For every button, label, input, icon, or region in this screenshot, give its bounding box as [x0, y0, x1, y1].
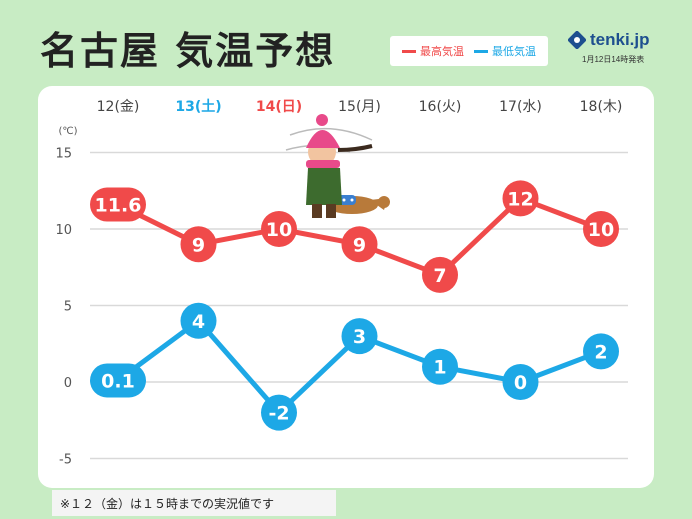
data-label: 7 — [433, 265, 446, 287]
x-tick-label: 12(金) — [97, 99, 140, 115]
y-tick-label: -5 — [59, 453, 72, 468]
legend-low-swatch — [474, 49, 488, 53]
page-title: 名古屋 気温予想 — [40, 29, 336, 73]
data-label: 10 — [266, 219, 292, 241]
footnote: ※１２（金）は１５時までの実況値です — [52, 490, 336, 516]
girl-with-dog-in-wind-icon — [285, 114, 390, 218]
data-point — [90, 187, 146, 222]
tenki-logo-icon — [568, 31, 586, 49]
y-tick-label: 0 — [64, 376, 72, 391]
legend-low-label: 最低気温 — [492, 45, 536, 58]
data-point — [502, 180, 539, 217]
legend-high: 最高気温 — [402, 43, 464, 59]
y-unit-label: (℃) — [58, 126, 77, 137]
x-tick-label: 14(日) — [256, 99, 302, 115]
y-tick-label: 15 — [55, 147, 72, 162]
y-tick-label: 5 — [64, 300, 72, 315]
data-point — [180, 226, 217, 263]
data-point — [180, 302, 217, 339]
brand-name: tenki.jp — [590, 30, 650, 49]
data-label: 4 — [192, 311, 205, 333]
brand-logo: tenki.jp — [568, 30, 678, 50]
data-label: 3 — [353, 326, 366, 348]
data-label: 1 — [433, 357, 446, 379]
data-point — [90, 363, 146, 398]
legend-low: 最低気温 — [474, 43, 536, 59]
legend-high-label: 最高気温 — [420, 45, 464, 58]
brand: tenki.jp 1月12日14時発表 — [568, 30, 678, 65]
brand-published: 1月12日14時発表 — [582, 55, 645, 64]
data-label: 0.1 — [101, 370, 135, 392]
data-point — [502, 364, 539, 400]
x-tick-label: 18(木) — [580, 99, 623, 115]
legend-high-swatch — [402, 49, 416, 53]
data-point — [261, 211, 297, 247]
x-tick-label: 17(水) — [499, 99, 542, 115]
data-label: -2 — [268, 403, 289, 425]
data-point — [583, 333, 619, 370]
x-tick-label: 16(火) — [419, 99, 462, 115]
data-label: 2 — [594, 341, 607, 363]
data-point — [422, 348, 458, 385]
x-tick-label: 15(月) — [338, 99, 381, 115]
data-point — [583, 211, 619, 247]
legend: 最高気温 最低気温 — [390, 36, 548, 66]
data-label: 9 — [192, 234, 205, 256]
data-point — [261, 394, 297, 431]
x-tick-label: 13(土) — [175, 98, 221, 115]
data-point — [422, 256, 458, 293]
data-label: 0 — [514, 372, 527, 394]
data-label: 10 — [588, 219, 614, 241]
y-tick-label: 10 — [55, 223, 72, 238]
data-label: 12 — [507, 188, 533, 210]
data-point — [341, 226, 378, 263]
data-label: 11.6 — [95, 195, 142, 217]
data-label: 9 — [353, 234, 366, 256]
data-point — [341, 318, 378, 355]
